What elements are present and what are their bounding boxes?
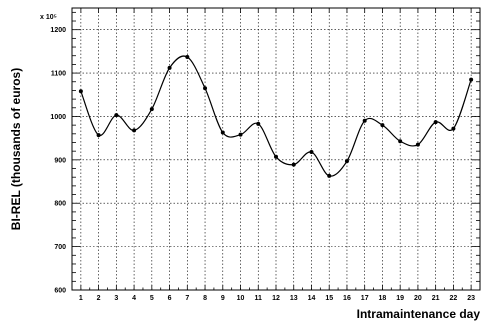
y-tick-label: 800 — [54, 201, 66, 208]
x-tick-label: 22 — [449, 295, 457, 302]
data-point-day-2 — [96, 133, 101, 138]
y-multiplier-label: x 10⁵ — [40, 14, 57, 21]
tick-labels: 1 2 3 4 5 6 7 8 9 10 11 12 13 14 15 16 17 18 19 20 21 22 23600… — [50, 27, 475, 302]
data-point-day-9 — [220, 130, 225, 135]
data-point-day-16 — [344, 159, 349, 164]
data-point-day-18 — [380, 123, 385, 128]
data-point-day-19 — [398, 139, 403, 144]
data-point-day-10 — [238, 132, 243, 137]
y-tick-label: 1100 — [51, 71, 66, 78]
x-tick-label: 5 — [150, 295, 154, 302]
x-tick-label: 23 — [467, 295, 475, 302]
x-tick-label: 10 — [237, 295, 245, 302]
x-tick-label: 17 — [361, 295, 369, 302]
x-tick-label: 18 — [379, 295, 387, 302]
y-tick-label: 1200 — [50, 27, 66, 34]
data-point-day-3 — [114, 113, 119, 118]
x-tick-label: 21 — [432, 295, 440, 302]
x-tick-label: 6 — [168, 295, 172, 302]
data-point-day-11 — [256, 121, 261, 126]
x-tick-label: 7 — [185, 295, 189, 302]
data-point-day-8 — [203, 86, 208, 91]
data-point-day-7 — [185, 55, 190, 60]
x-tick-label: 20 — [414, 295, 422, 302]
axis-ticks — [72, 8, 480, 291]
x-tick-label: 8 — [203, 295, 207, 302]
x-tick-label: 16 — [343, 295, 351, 302]
x-tick-label: 4 — [132, 295, 136, 302]
x-tick-label: 3 — [114, 295, 118, 302]
data-points — [78, 55, 474, 178]
y-tick-label: 900 — [54, 157, 66, 164]
data-point-day-13 — [291, 162, 296, 167]
x-axis-title: Intramaintenance day — [357, 307, 481, 321]
data-point-day-4 — [132, 128, 137, 133]
x-tick-label: 2 — [97, 295, 101, 302]
x-tick-label: 19 — [396, 295, 404, 302]
data-point-day-12 — [274, 154, 278, 159]
y-tick-label: 700 — [54, 244, 66, 251]
data-point-day-5 — [149, 107, 154, 112]
x-tick-label: 9 — [221, 295, 225, 302]
data-point-day-6 — [167, 65, 172, 70]
y-axis-title: BI-REL (thousands of euros) — [9, 68, 23, 230]
x-tick-label: 1 — [79, 295, 83, 302]
data-point-day-17 — [362, 118, 367, 123]
data-point-day-22 — [451, 126, 456, 131]
x-tick-label: 11 — [255, 295, 263, 302]
y-tick-label: 1000 — [50, 114, 66, 121]
x-tick-label: 15 — [325, 295, 333, 302]
y-tick-label: 600 — [54, 288, 66, 295]
grid — [72, 8, 480, 291]
x-tick-label: 13 — [290, 295, 298, 302]
data-point-day-15 — [327, 173, 332, 178]
data-point-day-23 — [469, 77, 474, 82]
data-point-day-21 — [433, 120, 438, 125]
data-point-day-20 — [415, 142, 420, 147]
x-tick-label: 14 — [308, 295, 316, 302]
x-tick-label: 12 — [272, 295, 280, 302]
data-point-day-1 — [78, 89, 83, 94]
data-point-day-14 — [309, 150, 314, 155]
